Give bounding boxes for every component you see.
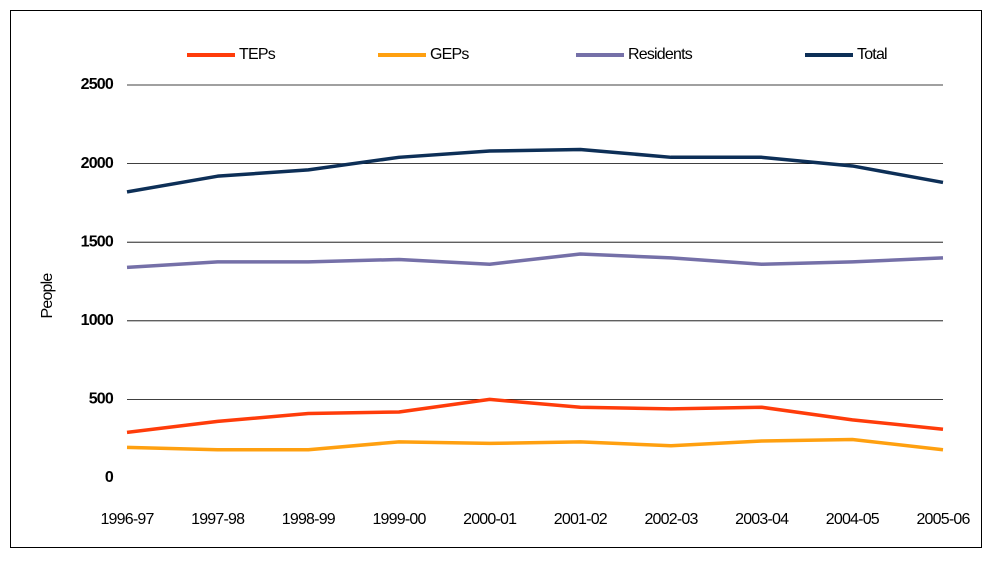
x-tick-label: 2000-01	[463, 511, 517, 528]
y-axis-label: People	[39, 273, 56, 319]
x-tick-label: 1997-98	[191, 511, 245, 528]
legend-label: TEPs	[239, 46, 276, 63]
x-tick-label: 2005-06	[916, 511, 970, 528]
y-tick-label: 0	[105, 469, 114, 486]
y-tick-label: 2000	[81, 155, 114, 172]
series-line	[126, 437, 944, 452]
x-tick-label: 2002-03	[644, 511, 698, 528]
series-line	[126, 397, 944, 435]
series-line	[126, 252, 944, 270]
x-tick-label: 1998-99	[282, 511, 336, 528]
chart-frame	[10, 10, 982, 548]
legend-label: GEPs	[430, 46, 469, 63]
y-tick-label: 2500	[81, 76, 114, 93]
x-tick-label: 2001-02	[554, 511, 608, 528]
x-tick-label: 2004-05	[826, 511, 880, 528]
y-tick-label: 1500	[81, 233, 114, 250]
legend-label: Total	[857, 46, 887, 63]
y-tick-label: 1000	[81, 312, 114, 329]
series-line	[126, 147, 944, 194]
x-tick-label: 1996-97	[100, 511, 154, 528]
x-tick-label: 1999-00	[372, 511, 426, 528]
legend-label: Residents	[628, 46, 693, 63]
y-tick-label: 500	[89, 391, 114, 408]
x-tick-label: 2003-04	[735, 511, 789, 528]
